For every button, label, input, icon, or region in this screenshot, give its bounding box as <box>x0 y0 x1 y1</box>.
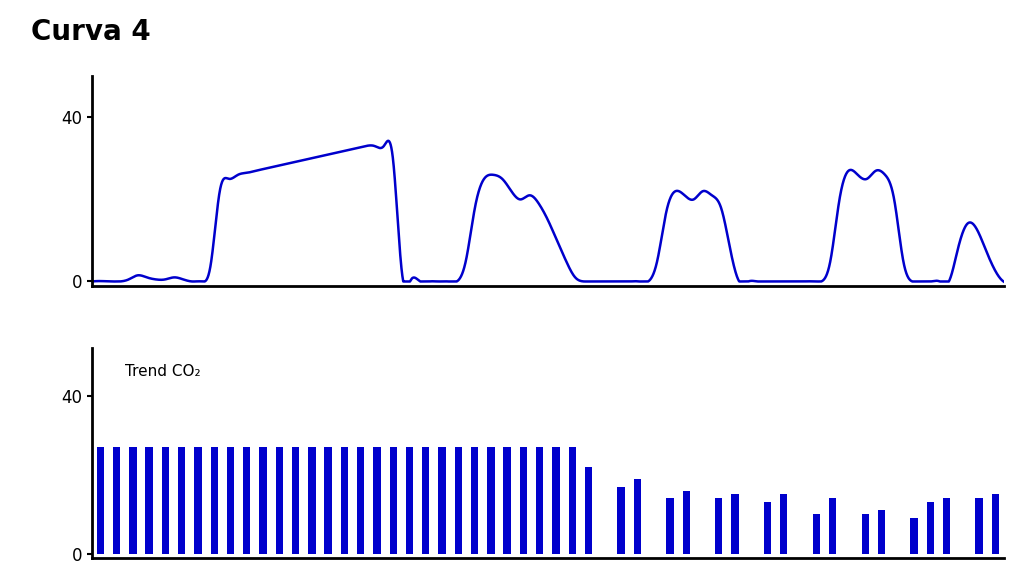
Bar <box>976 498 983 554</box>
Bar <box>764 502 771 554</box>
Bar <box>178 447 185 554</box>
Bar <box>520 447 527 554</box>
Bar <box>927 502 934 554</box>
Bar <box>341 447 348 554</box>
Bar <box>243 447 251 554</box>
Bar <box>389 447 397 554</box>
Bar <box>943 498 950 554</box>
Bar <box>275 447 283 554</box>
Bar <box>357 447 365 554</box>
Bar <box>829 498 837 554</box>
Bar <box>211 447 218 554</box>
Bar <box>487 447 495 554</box>
Bar <box>227 447 234 554</box>
Bar <box>568 447 575 554</box>
Bar <box>292 447 299 554</box>
Bar <box>504 447 511 554</box>
Bar <box>780 494 787 554</box>
Bar <box>910 518 918 554</box>
Bar <box>471 447 478 554</box>
Bar <box>259 447 266 554</box>
Text: Curva 4: Curva 4 <box>31 18 151 46</box>
Bar <box>325 447 332 554</box>
Bar <box>813 514 820 554</box>
Bar <box>145 447 153 554</box>
Text: Trend CO₂: Trend CO₂ <box>125 364 201 379</box>
Bar <box>617 487 625 554</box>
Bar <box>536 447 544 554</box>
Bar <box>195 447 202 554</box>
Bar <box>406 447 413 554</box>
Bar <box>585 467 592 554</box>
Bar <box>683 491 690 554</box>
Bar <box>374 447 381 554</box>
Bar <box>455 447 462 554</box>
Bar <box>438 447 445 554</box>
Bar <box>129 447 136 554</box>
Bar <box>991 494 999 554</box>
Bar <box>422 447 429 554</box>
Bar <box>715 498 722 554</box>
Bar <box>634 478 641 554</box>
Bar <box>667 498 674 554</box>
Bar <box>113 447 120 554</box>
Bar <box>96 447 104 554</box>
Bar <box>308 447 315 554</box>
Bar <box>878 510 885 554</box>
Bar <box>861 514 868 554</box>
Bar <box>552 447 560 554</box>
Bar <box>162 447 169 554</box>
Bar <box>731 494 738 554</box>
